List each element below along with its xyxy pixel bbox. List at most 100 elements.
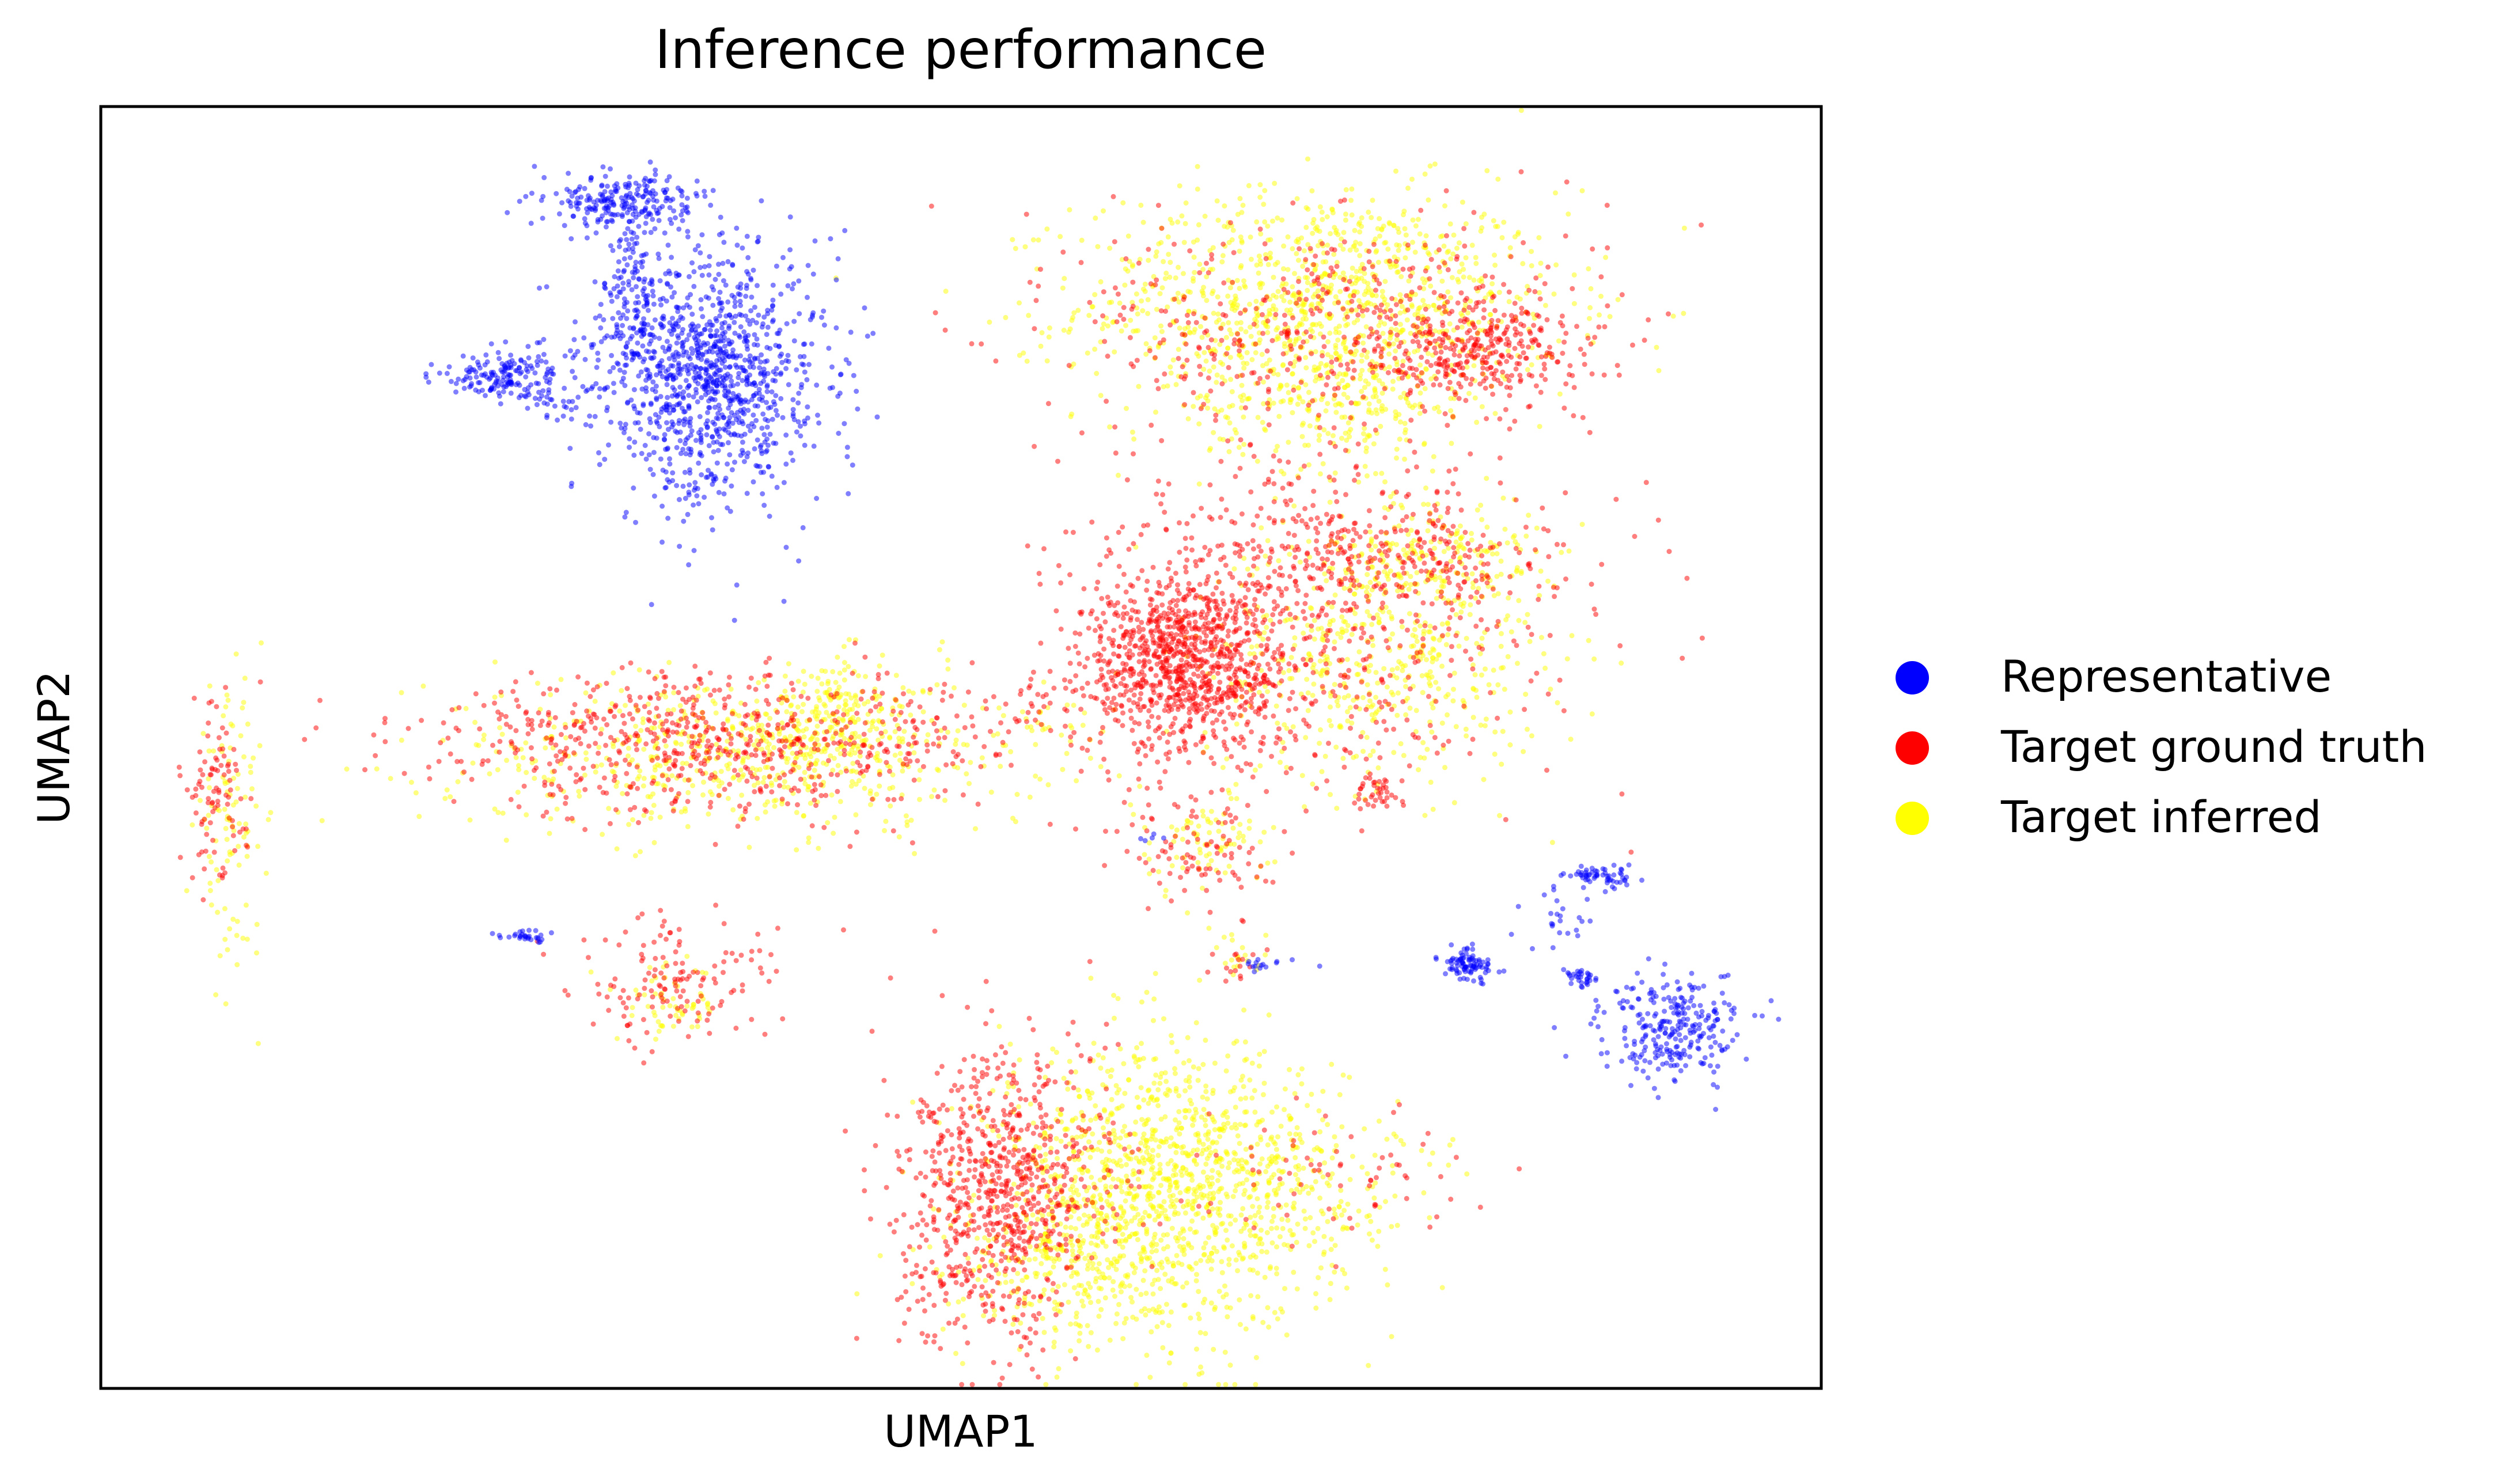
data-point <box>1272 1310 1278 1315</box>
data-point <box>1384 684 1390 690</box>
data-point <box>730 775 736 781</box>
data-point <box>1089 304 1095 310</box>
data-point <box>1113 1320 1119 1326</box>
data-point <box>1177 325 1182 331</box>
data-point <box>1367 663 1373 668</box>
data-point <box>1615 297 1621 302</box>
data-point <box>1121 305 1127 310</box>
data-point <box>1100 1055 1106 1061</box>
data-point <box>993 358 999 364</box>
data-point <box>1355 317 1360 323</box>
data-point <box>1359 223 1364 229</box>
data-point <box>1170 1193 1176 1198</box>
data-point <box>1073 1069 1078 1075</box>
data-point <box>1243 1326 1249 1332</box>
data-point <box>1447 221 1453 227</box>
data-point <box>1158 1286 1163 1292</box>
data-point <box>1366 401 1372 407</box>
data-point <box>782 688 788 694</box>
data-point <box>1148 1202 1154 1208</box>
data-point <box>1280 363 1286 369</box>
data-point <box>1119 1189 1125 1194</box>
data-point <box>1176 356 1181 361</box>
data-point <box>1036 237 1041 243</box>
data-point <box>1189 1177 1195 1183</box>
data-point <box>738 767 744 773</box>
data-point <box>1271 1206 1276 1212</box>
data-point <box>1086 313 1092 318</box>
data-point <box>1385 246 1391 252</box>
data-point <box>1474 694 1480 700</box>
data-point <box>1163 887 1169 893</box>
data-point <box>1222 1349 1228 1355</box>
data-point <box>1198 324 1203 329</box>
data-point <box>1368 1219 1374 1224</box>
data-point <box>1212 406 1218 412</box>
data-point <box>1377 314 1382 320</box>
data-point <box>1120 1213 1125 1219</box>
data-point <box>448 794 453 800</box>
data-point <box>1337 371 1343 377</box>
data-point <box>927 1244 933 1250</box>
data-point <box>1068 1321 1074 1327</box>
data-point <box>1291 1269 1297 1275</box>
data-point <box>1090 1261 1096 1266</box>
data-point <box>1165 383 1170 389</box>
data-point <box>1375 765 1381 771</box>
data-point <box>1369 621 1375 627</box>
data-point <box>670 996 676 1001</box>
data-point <box>855 673 861 678</box>
data-point <box>943 289 949 294</box>
data-point <box>1120 1129 1125 1134</box>
data-point <box>1348 349 1354 355</box>
data-point <box>1259 1227 1264 1233</box>
data-point <box>1286 667 1292 673</box>
data-point <box>1259 352 1265 357</box>
data-point <box>1170 1172 1176 1178</box>
data-point <box>1115 996 1121 1001</box>
data-point <box>1087 756 1093 761</box>
data-point <box>1232 337 1237 343</box>
data-point <box>1138 1292 1144 1297</box>
data-point <box>920 689 926 695</box>
data-point <box>1136 1104 1142 1110</box>
data-point <box>1282 344 1287 350</box>
data-point <box>1359 261 1365 267</box>
data-point <box>1376 1228 1382 1234</box>
data-point <box>1393 168 1398 174</box>
data-point <box>1181 1228 1187 1233</box>
data-point <box>1386 364 1392 370</box>
data-point <box>1456 240 1462 246</box>
data-point <box>1351 293 1356 298</box>
data-point <box>1221 241 1226 247</box>
data-point <box>1067 326 1073 332</box>
data-point <box>263 870 269 876</box>
data-point <box>1151 1018 1156 1023</box>
data-point <box>1447 321 1453 327</box>
data-point <box>1154 1248 1159 1254</box>
data-point <box>896 834 902 840</box>
data-point <box>1043 1152 1048 1157</box>
data-point <box>1325 1122 1331 1128</box>
data-point <box>1038 267 1043 272</box>
data-point <box>1507 742 1513 747</box>
data-point <box>1195 186 1200 192</box>
data-point <box>897 750 903 756</box>
data-point <box>1071 1190 1077 1195</box>
data-point <box>1166 252 1172 257</box>
data-point <box>1107 1337 1113 1343</box>
data-point <box>1216 829 1222 834</box>
data-point <box>1313 367 1319 373</box>
data-point <box>1211 364 1216 370</box>
data-point <box>874 726 880 732</box>
data-point <box>1287 552 1292 557</box>
data-point <box>1515 661 1520 666</box>
data-point <box>1359 308 1365 314</box>
data-point <box>1229 331 1234 337</box>
data-point <box>684 1003 690 1009</box>
data-point <box>1122 1091 1128 1096</box>
data-point <box>1292 359 1298 365</box>
data-point <box>1115 291 1121 297</box>
data-point <box>832 814 837 820</box>
data-point <box>1360 394 1366 400</box>
